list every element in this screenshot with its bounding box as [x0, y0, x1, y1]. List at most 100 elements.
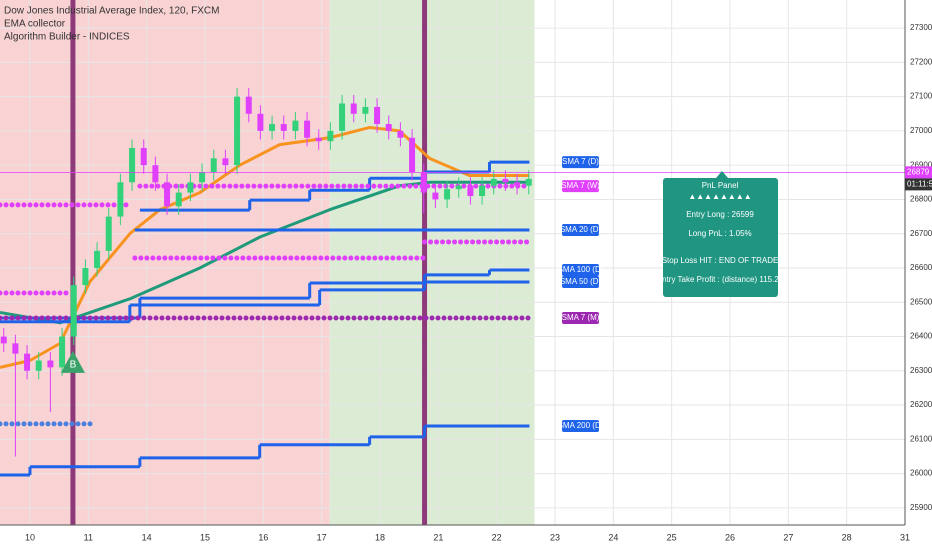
candle-body	[444, 189, 451, 200]
x-tick-label: 31	[900, 532, 910, 542]
marks-layer: B SMA 7 (D) SMA 7 (W) SMA 20 (D) SMA 100 (D)…	[0, 0, 905, 525]
candle-body	[514, 182, 521, 186]
y-tick-label: 27300	[910, 23, 932, 32]
panel-pointer	[716, 171, 728, 178]
candle-body	[117, 182, 124, 217]
background-layer	[0, 0, 535, 525]
x-tick-label: 27	[783, 532, 793, 542]
x-tick-label: 22	[492, 532, 502, 542]
pnl-panel: PnL Panel ▲▲▲▲▲▲▲▲ Entry Long : 26599 Lo…	[657, 171, 784, 297]
series-tag	[562, 264, 599, 277]
indicator-label: Algorithm Builder - INDICES	[4, 32, 130, 43]
candle-body	[199, 172, 206, 183]
candle-body	[245, 96, 252, 114]
x-tick-label: 11	[84, 532, 93, 542]
y-tick-label: 27200	[910, 57, 932, 66]
series-tag-label: SMA 20 (D)	[560, 225, 602, 234]
candle-body	[257, 113, 264, 131]
y-tick-label: 26600	[910, 263, 932, 272]
candle-body	[152, 165, 159, 183]
candle-body	[409, 137, 416, 173]
candle-body	[350, 103, 357, 114]
axes-layer: 25900 26000 26100 26200 26300 26400 26500 26600…	[25, 23, 932, 542]
candle-body	[479, 185, 486, 197]
y-tick-label: 27000	[910, 126, 932, 135]
candle-body	[490, 178, 497, 186]
y-tick-label: 26700	[910, 229, 932, 238]
y-tick-label: 26400	[910, 332, 932, 341]
candle-body	[327, 130, 334, 142]
x-tick-label: 24	[608, 532, 618, 542]
y-tick-label: 27100	[910, 92, 932, 101]
candle-body	[187, 182, 194, 193]
y-tick-label: 26900	[910, 160, 932, 169]
candle-body	[105, 216, 112, 251]
candle-body	[362, 106, 369, 114]
candle-body	[70, 285, 77, 337]
signal-marker	[60, 350, 85, 373]
candle-body	[455, 185, 462, 190]
x-tick-label: 16	[258, 532, 268, 542]
line-series	[0, 180, 530, 325]
candle-body	[222, 158, 229, 166]
candle-body	[432, 192, 439, 200]
y-tick-label: 26100	[910, 434, 932, 443]
y-tick-label: 26000	[910, 469, 932, 478]
candle-body	[140, 148, 147, 166]
series-tag	[562, 156, 599, 169]
series-tag	[562, 223, 599, 236]
panel-box	[663, 178, 778, 297]
candle-body	[94, 250, 101, 268]
candle-body	[59, 336, 66, 368]
series-tag-label: SMA 7 (D)	[562, 157, 599, 166]
candle-body	[315, 137, 322, 142]
series-tag-label: SMA 7 (W)	[561, 181, 600, 190]
indicator-label: EMA collector	[4, 19, 66, 30]
panel-title: PnL Panel	[702, 181, 739, 190]
last-price-tag	[905, 166, 932, 179]
y-tick-label: 26300	[910, 366, 932, 375]
x-tick-label: 14	[142, 532, 152, 542]
x-tick-label: 10	[25, 532, 35, 542]
candle-body	[467, 185, 474, 197]
panel-line: Long PnL : 1.05%	[688, 229, 751, 238]
series-tag-label: SMA 7 (M)	[562, 313, 600, 322]
candle-body	[502, 178, 509, 183]
panel-arrows: ▲▲▲▲▲▲▲▲	[688, 192, 751, 201]
x-tick-label: 25	[667, 532, 677, 542]
y-tick-label: 26500	[910, 297, 932, 306]
panel-line: Stop Loss HIT : END OF TRADE	[662, 256, 779, 265]
candle-body	[24, 353, 31, 371]
y-tick-label: 26800	[910, 195, 932, 204]
panel-line: Entry Long : 26599	[686, 210, 754, 219]
series-tag	[562, 419, 599, 432]
candle-body	[385, 124, 392, 131]
signal-label: B	[70, 360, 77, 371]
candle-body	[292, 120, 299, 131]
x-tick-label: 28	[842, 532, 852, 542]
candle-body	[0, 336, 7, 344]
candle-body	[35, 360, 42, 371]
series-tag	[562, 180, 599, 193]
x-tick-label: 23	[550, 532, 560, 542]
candle-body	[210, 158, 217, 173]
panel-line: Entry Take Profit : (distance) 115.25	[657, 275, 784, 284]
candle-body	[47, 360, 54, 368]
candle-body	[12, 343, 19, 354]
x-tick-label: 15	[200, 532, 210, 542]
series-tag-label: SMA 100 (D)	[558, 265, 604, 274]
x-tick-label: 17	[317, 532, 327, 542]
y-axis-panel	[905, 0, 932, 550]
x-tick-label: 21	[433, 532, 443, 542]
candle-body	[269, 124, 276, 131]
y-tick-label: 26200	[910, 400, 932, 409]
chart-title: Dow Jones Industrial Average Index, 120,…	[4, 6, 219, 17]
candle-body	[339, 103, 346, 131]
candle-body	[175, 192, 182, 207]
candle-body	[420, 172, 427, 193]
y-tick-label: 25900	[910, 503, 932, 512]
x-tick-label: 18	[375, 532, 385, 542]
candle-body	[164, 182, 171, 207]
last-price-label: 26879	[907, 167, 930, 176]
